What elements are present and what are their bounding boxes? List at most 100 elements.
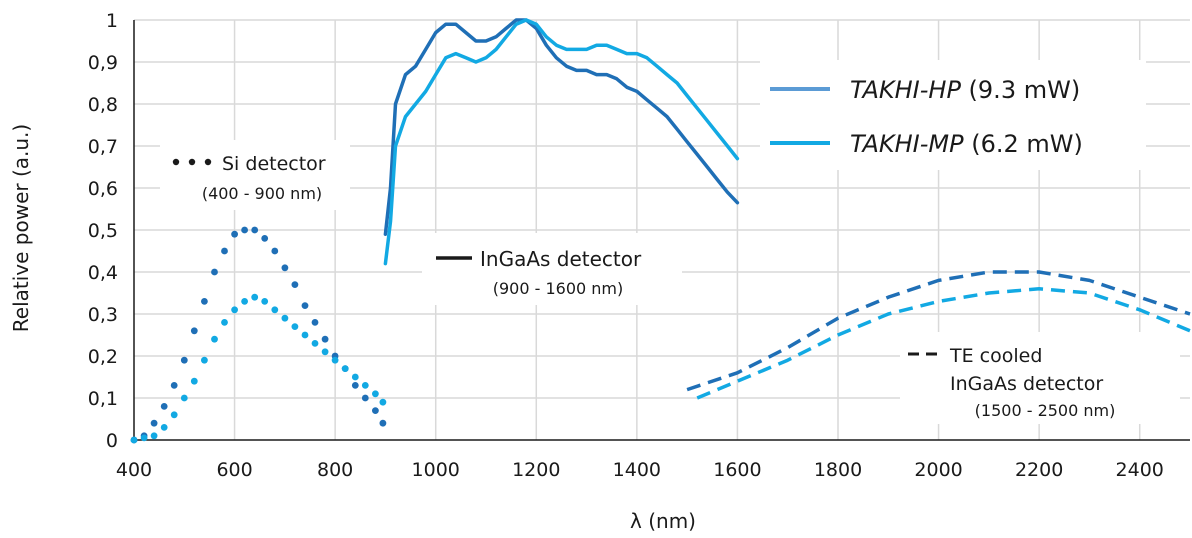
- y-tick-label: 0,7: [88, 136, 118, 158]
- data-point-hp_si: [281, 264, 289, 272]
- data-point-hp_si: [379, 419, 387, 427]
- x-tick-label: 1600: [713, 459, 761, 481]
- data-point-hp_si: [291, 281, 299, 288]
- annotation-ingaas-range: (900 - 1600 nm): [493, 279, 624, 298]
- data-point-mp_si: [140, 434, 148, 442]
- x-tick-label: 600: [216, 459, 252, 481]
- data-point-mp_si: [361, 382, 369, 389]
- data-point-mp_si: [201, 356, 208, 364]
- x-axis-title: λ (nm): [630, 509, 696, 533]
- data-point-mp_si: [321, 348, 329, 356]
- data-point-mp_si: [372, 390, 379, 398]
- data-point-mp_si: [180, 394, 188, 402]
- annotation-te-background: [900, 332, 1180, 424]
- annotation-te: TE cooled InGaAs detector (1500 - 2500 n…: [900, 332, 1180, 424]
- x-tick-label: 1800: [814, 459, 862, 481]
- data-point-hp_si: [301, 302, 309, 309]
- y-axis-title: Relative power (a.u.): [9, 124, 33, 332]
- series-line-mp_te: [696, 287, 1191, 400]
- data-point-hp_si: [211, 268, 218, 276]
- data-point-mp_si: [150, 432, 158, 440]
- data-point-hp_si: [311, 319, 319, 326]
- y-tick-label: 0,8: [88, 94, 118, 116]
- x-tick-label: 400: [116, 459, 152, 481]
- y-tick-label: 0,3: [88, 304, 118, 326]
- y-tick-label: 0,2: [88, 346, 118, 368]
- data-point-mp_si: [211, 335, 218, 343]
- data-point-mp_si: [291, 323, 299, 330]
- y-tick-label: 1: [106, 10, 118, 32]
- legend-power-mp: (6.2 mW): [964, 130, 1083, 158]
- data-point-hp_si: [321, 335, 329, 343]
- data-point-hp_si: [351, 382, 359, 389]
- annotation-si-background: [160, 140, 350, 210]
- x-tick-label: 2200: [1015, 459, 1063, 481]
- data-point-hp_si: [261, 235, 269, 242]
- series-layer: [130, 18, 1191, 444]
- data-point-hp_si: [160, 403, 168, 410]
- data-point-mp_si: [241, 298, 249, 305]
- data-point-mp_si: [170, 411, 178, 419]
- data-point-hp_si: [221, 247, 228, 255]
- data-point-mp_si: [231, 306, 239, 314]
- data-point-hp_si: [361, 394, 369, 402]
- data-point-hp_si: [241, 226, 249, 234]
- annotation-si-title: Si detector: [222, 153, 326, 175]
- legend: TAKHI-HP (9.3 mW) TAKHI-MP (6.2 mW): [760, 60, 1146, 170]
- data-point-mp_si: [221, 319, 228, 326]
- data-point-mp_si: [281, 314, 289, 322]
- annotation-ingaas-title: InGaAs detector: [480, 247, 642, 271]
- data-point-hp_si: [170, 382, 178, 389]
- data-point-mp_si: [351, 373, 359, 381]
- y-tick-label: 0,1: [88, 388, 118, 410]
- data-point-mp_si: [301, 331, 309, 339]
- data-point-hp_si: [271, 247, 279, 255]
- axes: 400 600 800 1000 1200 1400 1600 1800 2000 2200 240…: [88, 10, 1190, 481]
- legend-label-hp: TAKHI-HP (9.3 mW): [850, 76, 1080, 104]
- data-point-mp_si: [271, 306, 279, 314]
- si-dot-marker: [188, 158, 196, 166]
- legend-name-mp: TAKHI-MP: [850, 130, 964, 158]
- data-point-mp_si: [160, 424, 168, 431]
- annotation-te-range: (1500 - 2500 nm): [975, 401, 1116, 420]
- data-point-hp_si: [201, 298, 208, 305]
- annotation-si: Si detector (400 - 900 nm): [160, 140, 350, 210]
- data-point-mp_si: [341, 365, 349, 372]
- x-tick-label: 1000: [412, 459, 460, 481]
- data-point-hp_si: [180, 356, 188, 364]
- y-tick-label: 0: [106, 430, 118, 452]
- x-tick-label: 1200: [512, 459, 560, 481]
- data-point-hp_si: [251, 226, 259, 234]
- data-point-hp_si: [190, 327, 198, 335]
- series-mp_si: [130, 293, 387, 444]
- legend-label-mp: TAKHI-MP (6.2 mW): [850, 130, 1083, 158]
- data-point-mp_si: [379, 398, 387, 406]
- data-point-mp_si: [311, 340, 319, 347]
- annotation-te-line2: InGaAs detector: [950, 373, 1103, 395]
- annotation-ingaas-background: [422, 233, 682, 305]
- data-point-mp_si: [331, 356, 339, 364]
- x-tick-label: 2000: [914, 459, 962, 481]
- data-point-hp_si: [150, 419, 158, 427]
- annotation-te-line1: TE cooled: [949, 345, 1042, 367]
- series-hp_si: [130, 226, 387, 444]
- series-line-mp_ingaas: [383, 18, 740, 266]
- data-point-mp_si: [130, 436, 138, 444]
- x-tick-label: 2400: [1116, 459, 1164, 481]
- series-line-hp_ingaas: [383, 18, 740, 236]
- y-tick-label: 0,5: [88, 220, 118, 242]
- series-line-hp_te: [686, 270, 1191, 392]
- data-point-hp_si: [231, 230, 239, 238]
- y-tick-label: 0,9: [88, 52, 118, 74]
- x-tick-label: 1400: [613, 459, 661, 481]
- data-point-mp_si: [190, 377, 198, 385]
- si-dot-marker: [204, 158, 212, 166]
- legend-name-hp: TAKHI-HP: [850, 76, 961, 104]
- y-tick-label: 0,6: [88, 178, 118, 200]
- data-point-hp_si: [372, 407, 379, 414]
- legend-power-hp: (9.3 mW): [961, 76, 1080, 104]
- legend-background: [760, 60, 1146, 170]
- data-point-mp_si: [251, 293, 259, 301]
- x-tick-label: 800: [317, 459, 353, 481]
